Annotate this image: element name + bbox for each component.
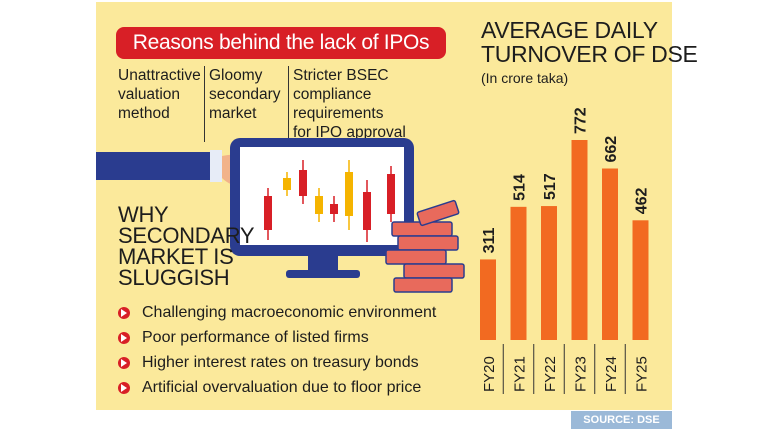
- bullet-item: Challenging macroeconomic environment: [118, 300, 436, 325]
- data-label-fy22: 517: [542, 173, 559, 200]
- bullet-text: Higher interest rates on treasury bonds: [142, 353, 419, 371]
- bar-fy25: [632, 220, 649, 340]
- category-label-fy20: FY20: [481, 356, 498, 392]
- category-label-fy21: FY21: [512, 356, 529, 392]
- category-label-fy24: FY24: [603, 356, 620, 392]
- monitor-stand: [286, 270, 360, 278]
- category-label-fy22: FY22: [542, 356, 559, 392]
- arrow-circle-icon: [118, 306, 130, 319]
- bullet-item: Poor performance of listed firms: [118, 325, 436, 350]
- arrow-circle-icon: [118, 356, 130, 369]
- bullet-item: Higher interest rates on treasury bonds: [118, 350, 436, 375]
- reason-bsec-compliance: Stricter BSEC compliance requirements fo…: [288, 66, 467, 142]
- data-label-fy21: 514: [512, 174, 529, 201]
- bullet-text: Artificial overvaluation due to floor pr…: [142, 378, 422, 396]
- bar-fy24: [602, 168, 618, 340]
- data-label-fy25: 462: [634, 188, 651, 215]
- reason-valuation: Unattractive valuation method: [118, 67, 201, 122]
- data-label-fy24: 662: [603, 136, 620, 163]
- reason-secondary-market: Gloomy secondary market: [204, 66, 288, 142]
- money-stack-icon: [385, 199, 465, 293]
- bar-fy21: [510, 206, 527, 340]
- bar-fy23: [571, 140, 588, 340]
- data-label-fy20: 311: [481, 228, 498, 254]
- bar-fy20: [480, 259, 496, 340]
- reasons-bullet-list: Challenging macroeconomic environment Po…: [118, 300, 436, 400]
- arrow-circle-icon: [118, 381, 130, 394]
- why-heading: WHY SECONDARY MARKET IS SLUGGISH: [118, 202, 255, 290]
- bar-fy22: [541, 206, 557, 340]
- title-banner: Reasons behind the lack of IPOs: [116, 27, 446, 59]
- candlestick-icon: [264, 160, 395, 242]
- reasons-list: Unattractive valuation method Gloomy sec…: [118, 66, 467, 142]
- arrow-circle-icon: [118, 331, 130, 344]
- category-label-fy25: FY25: [634, 356, 651, 392]
- bullet-text: Poor performance of listed firms: [142, 328, 369, 346]
- category-label-fy23: FY23: [573, 356, 590, 392]
- source-label: SOURCE: DSE: [571, 411, 672, 429]
- bullet-text: Challenging macroeconomic environment: [142, 303, 437, 321]
- chart-title: AVERAGE DAILY TURNOVER OF DSE: [481, 17, 698, 67]
- data-label-fy23: 772: [573, 107, 590, 134]
- chart-subtitle: (In crore taka): [481, 70, 569, 86]
- bullet-item: Artificial overvaluation due to floor pr…: [118, 375, 436, 400]
- sleeve-shape: [96, 152, 216, 180]
